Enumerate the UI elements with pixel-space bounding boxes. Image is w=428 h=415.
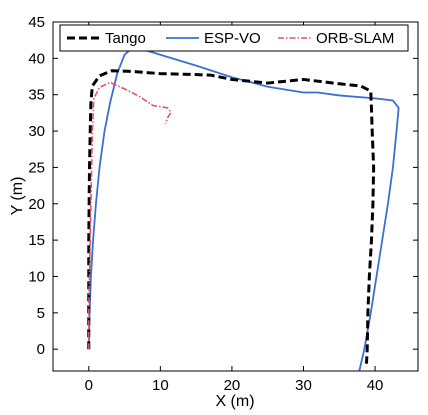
legend-label-esp-vo: ESP-VO: [204, 30, 261, 47]
y-tick-label: 10: [28, 268, 45, 285]
y-tick-label: 35: [28, 87, 45, 104]
y-tick-label: 15: [28, 232, 45, 249]
y-tick-label: 45: [28, 14, 45, 31]
x-tick-label: 0: [85, 377, 93, 394]
y-tick-label: 20: [28, 196, 45, 213]
x-tick-label: 30: [295, 377, 312, 394]
x-axis-title: X (m): [215, 393, 254, 410]
y-tick-label: 0: [37, 341, 45, 358]
y-tick-label: 25: [28, 159, 45, 176]
x-tick-label: 40: [367, 377, 384, 394]
tick-layer: 0 10 20 30 40 0 5 10 15 20 25 30 35 40 45: [28, 14, 418, 394]
x-tick-label: 10: [152, 377, 169, 394]
y-tick-label: 5: [37, 305, 45, 322]
x-tick-label: 20: [224, 377, 241, 394]
plot-background: [53, 22, 418, 371]
legend-box: [59, 24, 409, 52]
series-line-tango: [87, 69, 376, 364]
y-tick-label: 30: [28, 123, 45, 140]
legend-label-tango: Tango: [105, 30, 146, 47]
legend: Tango ESP-VO ORB-SLAM: [59, 24, 409, 52]
legend-label-orb-slam: ORB-SLAM: [316, 30, 394, 47]
series-line-orb-slam: [87, 81, 172, 350]
series-layer: [87, 47, 400, 372]
plot-frame: [52, 21, 419, 372]
y-axis-title: Y (m): [9, 177, 26, 216]
y-tick-label: 40: [28, 50, 45, 67]
